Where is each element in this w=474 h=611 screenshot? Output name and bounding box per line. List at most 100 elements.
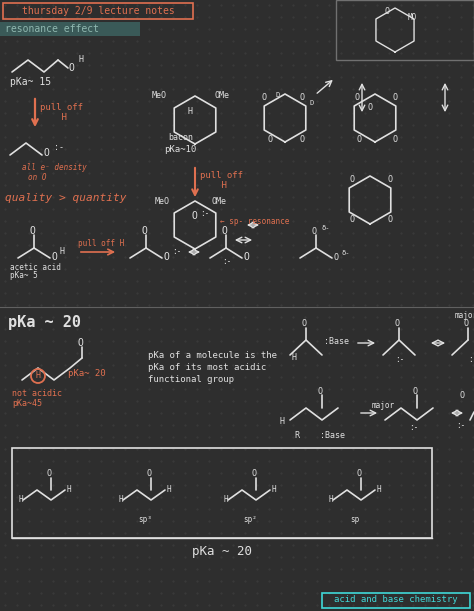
Text: not acidic: not acidic [12, 389, 62, 398]
Text: O: O [302, 320, 307, 329]
Text: O: O [47, 469, 52, 478]
Bar [336, 0, 474, 60]
Text: O: O [355, 93, 360, 103]
Text: O: O [393, 136, 398, 144]
Text: O: O [252, 469, 257, 478]
Text: H: H [292, 353, 297, 362]
Text: :-: :- [200, 208, 209, 218]
Text: MO: MO [408, 13, 417, 23]
Text: :-: :- [395, 356, 404, 365]
Text: O: O [464, 320, 469, 329]
Text: O: O [393, 93, 398, 103]
Text: O: O [460, 390, 465, 400]
Text: MeO: MeO [152, 90, 167, 100]
Text: O: O [357, 469, 362, 478]
Text: O: O [350, 216, 355, 224]
Text: D: D [276, 92, 280, 98]
Text: H: H [67, 486, 72, 494]
Text: O: O [244, 252, 250, 262]
Text: D: D [310, 100, 314, 106]
Text: pKa~ 5: pKa~ 5 [10, 271, 38, 279]
Text: H: H [280, 417, 285, 426]
Text: bacon: bacon [168, 133, 193, 142]
Text: acetic acid: acetic acid [10, 263, 61, 273]
Text: sp²: sp² [243, 516, 257, 524]
Text: O: O [69, 63, 75, 73]
Text: pKa~ 15: pKa~ 15 [10, 77, 51, 87]
Text: quality > quantity: quality > quantity [5, 193, 127, 203]
Text: resonance effect: resonance effect [5, 24, 99, 34]
Text: O: O [388, 175, 393, 185]
Text: O: O [222, 226, 228, 236]
Text: :-: :- [468, 356, 474, 365]
Text: pull off H: pull off H [78, 240, 124, 249]
Text: H: H [167, 486, 172, 494]
Text: sp: sp [350, 516, 360, 524]
Bar [0, 22, 140, 36]
Text: O: O [413, 387, 418, 395]
Text: major: major [372, 400, 395, 409]
Text: O: O [52, 252, 58, 262]
Text: O: O [262, 93, 267, 103]
Text: O: O [268, 136, 273, 144]
Text: H: H [119, 496, 124, 505]
Text: O: O [395, 320, 400, 329]
Text: ← sp- resonance: ← sp- resonance [220, 218, 289, 227]
Text: pKa of a molecule is the: pKa of a molecule is the [148, 351, 277, 359]
Text: H: H [329, 496, 334, 505]
Text: O: O [385, 7, 390, 16]
Text: OMe: OMe [212, 197, 227, 207]
Text: :-: :- [222, 257, 231, 266]
Text: H: H [79, 56, 84, 65]
Text: functional group: functional group [148, 375, 234, 384]
Text: pKa~45: pKa~45 [12, 400, 42, 409]
Text: R    :Base: R :Base [295, 431, 345, 439]
Text: O: O [312, 227, 317, 235]
Text: major: major [455, 310, 474, 320]
Text: δ-: δ- [342, 250, 350, 256]
Text: H: H [377, 486, 382, 494]
Text: H: H [40, 112, 67, 122]
Bar [3, 3, 193, 19]
Text: O: O [192, 211, 198, 221]
Text: all e⁻ density: all e⁻ density [22, 164, 87, 172]
Text: OMe: OMe [215, 90, 230, 100]
Text: pKa ~ 20: pKa ~ 20 [8, 315, 81, 329]
Text: O: O [300, 93, 305, 103]
Text: :Base: :Base [324, 337, 349, 346]
Text: thursday 2/9 lecture notes: thursday 2/9 lecture notes [22, 6, 174, 16]
Text: :-: :- [456, 420, 465, 430]
Text: O: O [350, 175, 355, 185]
Text: O: O [164, 252, 170, 262]
Text: H: H [60, 247, 65, 257]
Text: O: O [44, 148, 50, 158]
Text: :-: :- [54, 144, 64, 153]
Text: pKa~10: pKa~10 [164, 145, 196, 155]
Text: O: O [30, 226, 36, 236]
Bar [322, 593, 470, 608]
Text: O: O [368, 103, 373, 112]
Text: H: H [272, 486, 277, 494]
Text: pKa~ 20: pKa~ 20 [68, 370, 106, 378]
Text: acid and base chemistry: acid and base chemistry [334, 596, 458, 604]
Text: O: O [388, 216, 393, 224]
Text: pKa ~ 20: pKa ~ 20 [192, 546, 252, 558]
Text: δ-: δ- [322, 225, 330, 231]
Text: H: H [224, 496, 228, 505]
Text: O: O [78, 338, 84, 348]
Text: on O: on O [28, 172, 46, 181]
Text: :-: :- [409, 423, 418, 433]
Text: pull off: pull off [200, 172, 243, 180]
Bar [12, 448, 432, 538]
Text: MeO: MeO [155, 197, 170, 207]
Text: pull off: pull off [40, 103, 83, 111]
Text: O: O [300, 136, 305, 144]
Text: O: O [334, 252, 339, 262]
Text: O: O [147, 469, 152, 478]
Text: O: O [318, 387, 323, 395]
Text: pKa of its most acidic: pKa of its most acidic [148, 362, 266, 371]
Text: O: O [142, 226, 148, 236]
Text: O: O [357, 136, 362, 144]
Text: H: H [188, 108, 193, 117]
Text: H: H [200, 181, 227, 191]
